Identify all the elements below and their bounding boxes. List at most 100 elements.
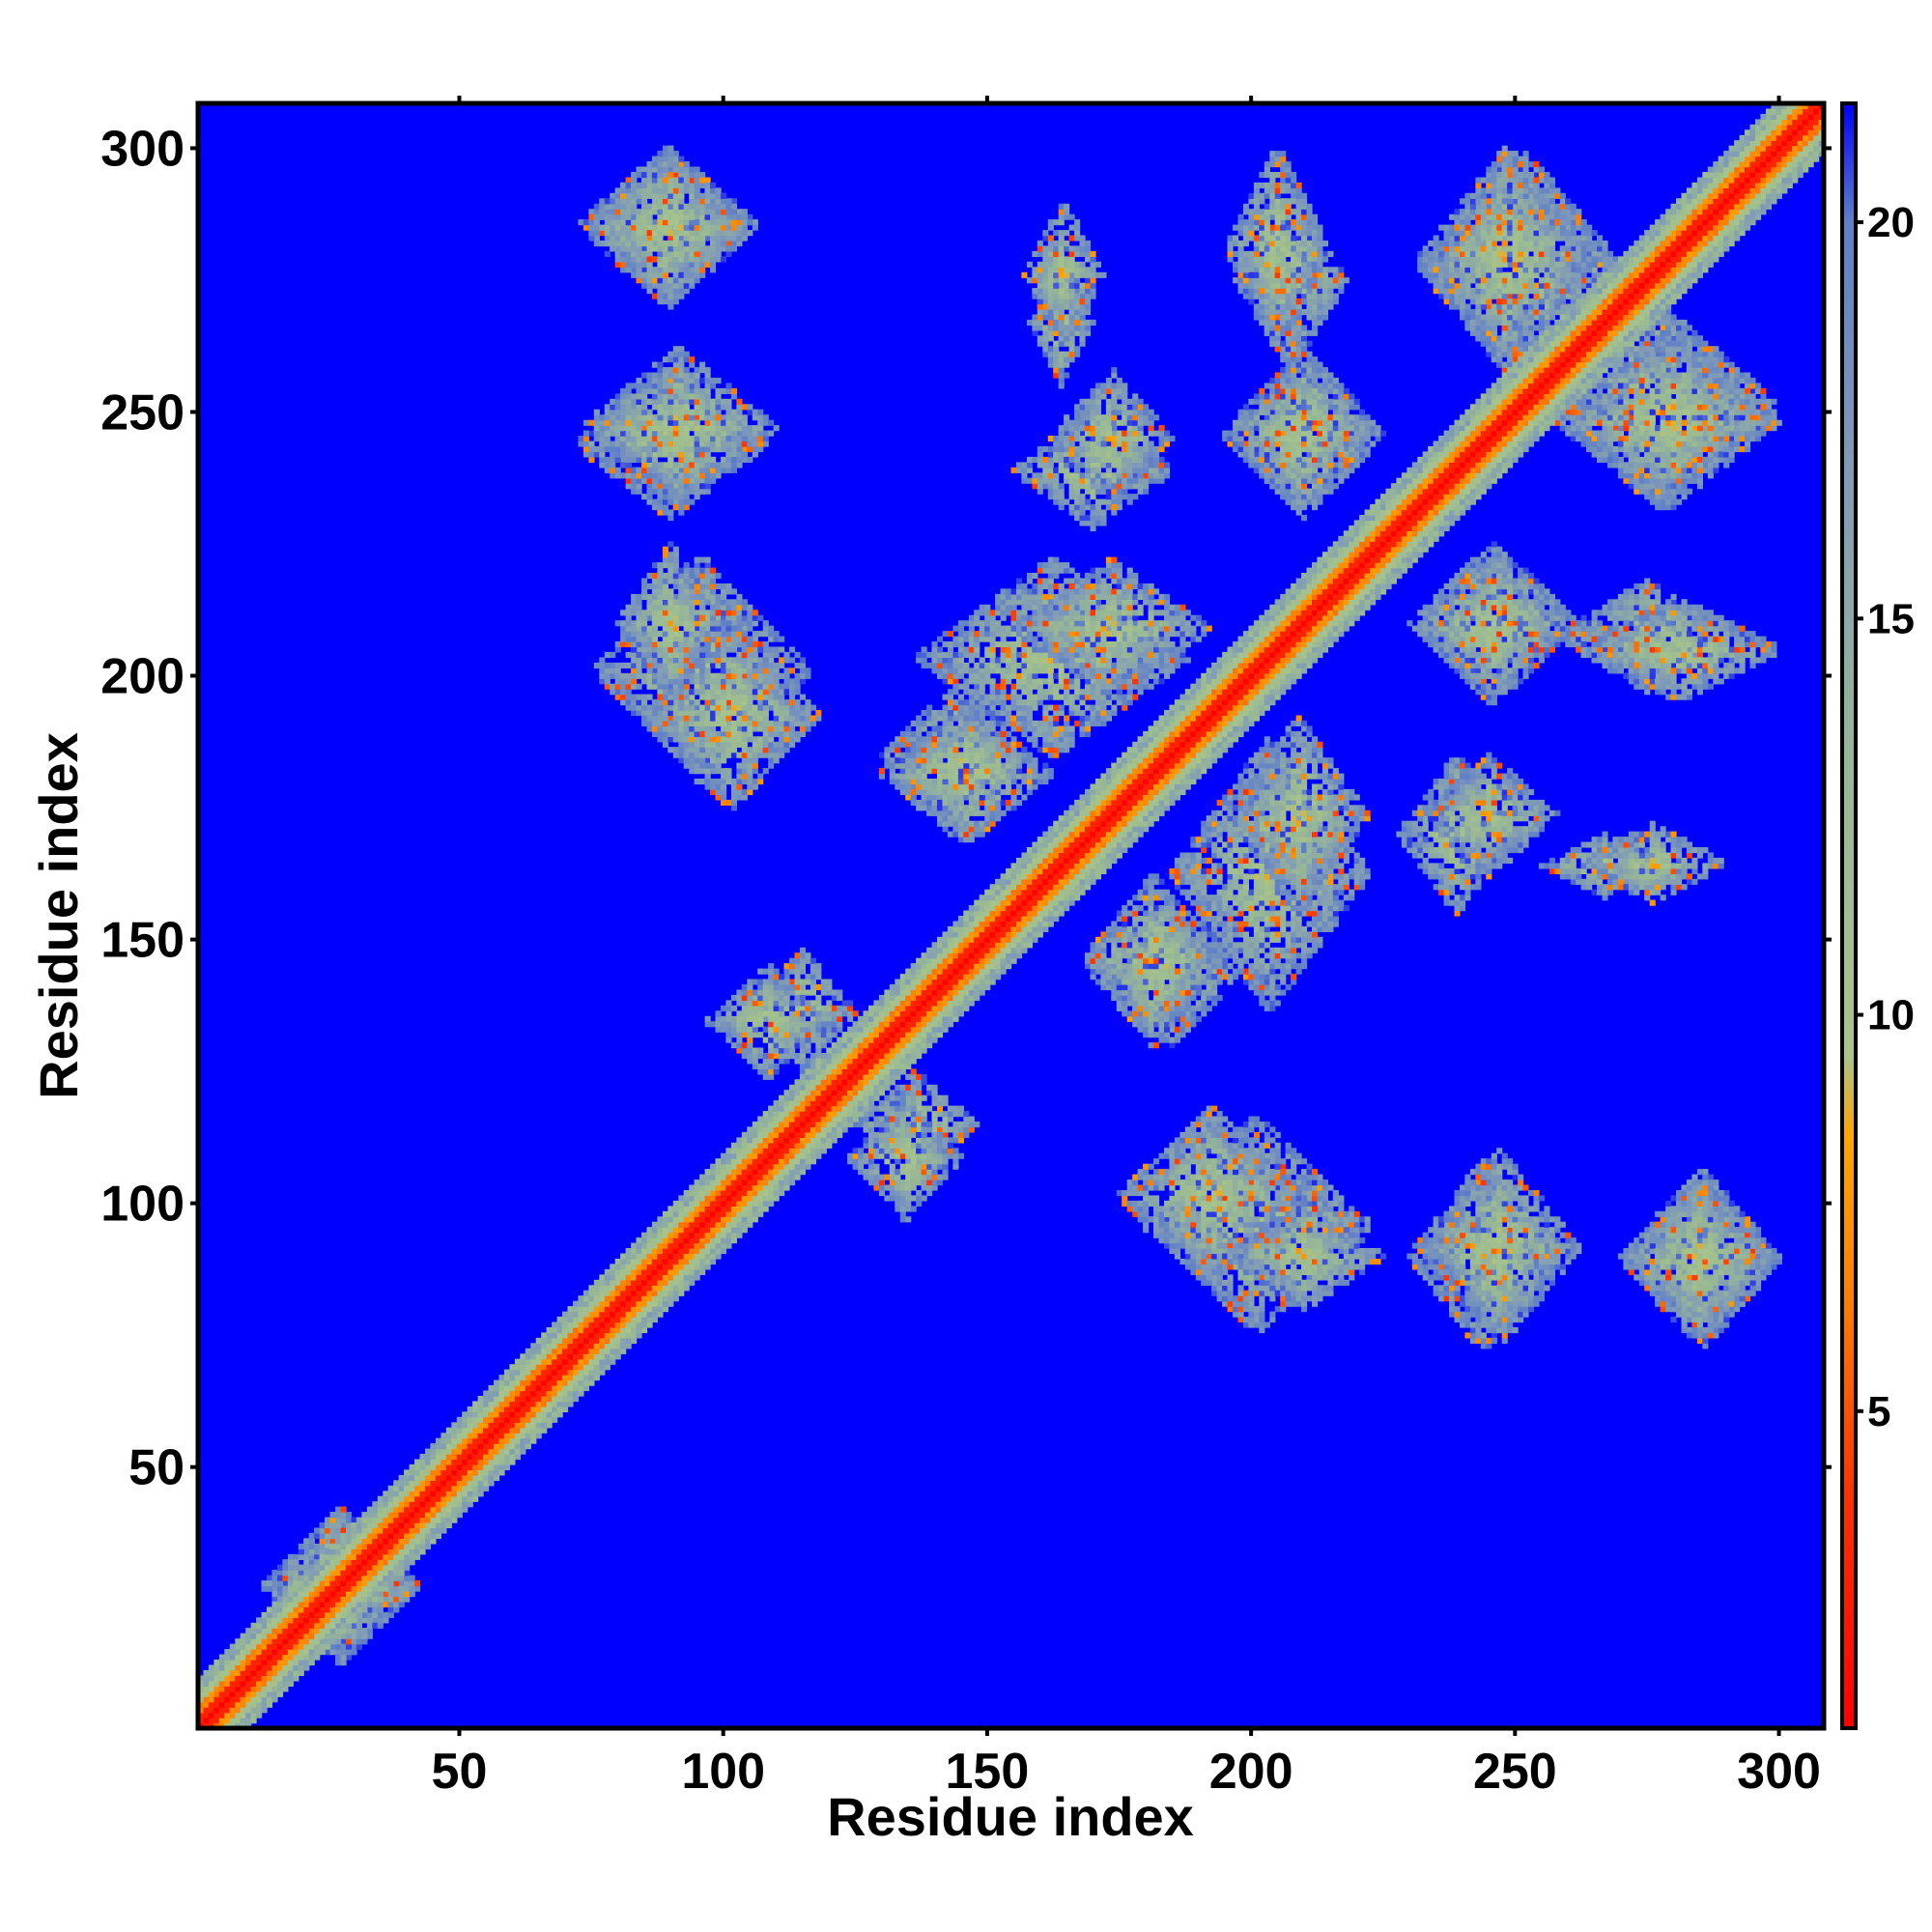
heatmap-cell [1153, 462, 1160, 469]
heatmap-cell [1253, 267, 1260, 273]
heatmap-cell [1174, 1216, 1180, 1223]
heatmap-cell [1122, 472, 1128, 479]
heatmap-cell [1591, 837, 1598, 843]
heatmap-cell [1533, 1232, 1540, 1238]
heatmap-cell [704, 198, 711, 205]
heatmap-cell [1538, 636, 1545, 642]
heatmap-cell [1042, 462, 1049, 469]
heatmap-cell [725, 699, 732, 706]
heatmap-cell [1312, 282, 1319, 289]
heatmap-cell [1317, 309, 1323, 316]
heatmap-cell [1422, 837, 1429, 843]
heatmap-cell [1269, 230, 1276, 237]
heatmap-cell [1248, 1116, 1255, 1122]
heatmap-cell [1053, 340, 1060, 347]
heatmap-cell [657, 710, 664, 717]
heatmap-cell [1190, 1200, 1197, 1207]
heatmap-cell [1718, 1327, 1724, 1334]
heatmap-cell [1586, 620, 1593, 627]
heatmap-cell [699, 203, 706, 210]
heatmap-cell [1607, 889, 1614, 895]
heatmap-cell [1094, 504, 1101, 511]
heatmap-cell [704, 747, 711, 753]
heatmap-cell [741, 614, 748, 621]
heatmap-cell [799, 662, 806, 668]
heatmap-cell [689, 477, 696, 484]
heatmap-cell [1068, 351, 1075, 357]
heatmap-cell [668, 213, 674, 220]
heatmap-cell [1443, 783, 1450, 790]
heatmap-cell [1264, 1131, 1270, 1138]
heatmap-cell [1591, 841, 1598, 848]
heatmap-cell [1745, 1295, 1751, 1302]
heatmap-cell [1111, 430, 1118, 437]
heatmap-cell [1728, 1311, 1735, 1318]
heatmap-cell [1401, 826, 1407, 833]
heatmap-cell [1665, 614, 1672, 621]
heatmap-cell [1295, 1158, 1302, 1165]
heatmap-cell [1406, 837, 1413, 843]
heatmap-cell [631, 172, 638, 179]
heatmap-cell [1469, 1232, 1476, 1238]
heatmap-cell [1053, 351, 1060, 357]
heatmap-cell [1660, 646, 1666, 653]
heatmap-cell [1317, 1200, 1323, 1207]
heatmap-cell [1681, 1268, 1688, 1275]
heatmap-cell [1353, 1227, 1360, 1234]
heatmap-cell [1707, 1206, 1714, 1212]
heatmap-cell [1274, 250, 1281, 257]
heatmap-cell [1301, 325, 1308, 331]
heatmap-cell [1237, 1317, 1244, 1323]
heatmap-cell [721, 467, 727, 473]
heatmap-cell [747, 604, 753, 611]
heatmap-cell [762, 651, 769, 658]
heatmap-cell [741, 610, 748, 616]
heatmap-cell [1042, 477, 1049, 484]
heatmap-cell [789, 668, 796, 674]
heatmap-cell [620, 213, 627, 220]
heatmap-cell [1749, 1259, 1756, 1265]
heatmap-cell [1211, 1237, 1218, 1244]
heatmap-cell [636, 683, 642, 690]
heatmap-cell [1723, 1221, 1730, 1228]
heatmap-cell [683, 762, 690, 769]
heatmap-cell [1053, 483, 1060, 490]
heatmap-cell [678, 267, 685, 273]
heatmap-cell [1469, 1264, 1476, 1270]
heatmap-cell [1291, 340, 1297, 347]
heatmap-cell [1237, 282, 1244, 289]
heatmap-cell [1242, 1317, 1249, 1323]
heatmap-cell [694, 741, 700, 748]
heatmap-cell [1617, 599, 1624, 606]
heatmap-cell [1686, 1253, 1692, 1260]
heatmap-cell [1454, 773, 1461, 780]
heatmap-cell [1612, 599, 1619, 606]
heatmap-cell [1422, 1264, 1429, 1270]
heatmap-cell [1438, 788, 1445, 795]
heatmap-cell [646, 494, 653, 500]
heatmap-cell [1496, 1317, 1503, 1323]
heatmap-cell [1301, 1190, 1308, 1197]
heatmap-cell [1449, 899, 1456, 906]
heatmap-cell [1190, 1268, 1197, 1275]
heatmap-cell [1143, 483, 1150, 490]
heatmap-cell [1216, 1295, 1223, 1302]
heatmap-cell [1222, 1285, 1229, 1292]
heatmap-cell [1460, 757, 1466, 764]
heatmap-cell [1454, 1306, 1461, 1313]
heatmap-cell [646, 683, 653, 690]
heatmap-cell [641, 678, 648, 685]
heatmap-cell [657, 689, 664, 696]
heatmap-cell [1707, 1253, 1714, 1260]
heatmap-cell [1411, 847, 1418, 854]
heatmap-cell [1074, 477, 1081, 484]
heatmap-cell [1047, 351, 1054, 357]
heatmap-cell [1644, 689, 1651, 696]
heatmap-cell [721, 610, 727, 616]
heatmap-cell [1612, 884, 1619, 891]
heatmap-cell [1670, 1221, 1677, 1228]
heatmap-cell [1475, 1190, 1482, 1197]
heatmap-cell [1676, 1279, 1683, 1286]
heatmap-cell [1074, 498, 1081, 505]
heatmap-cell [1058, 451, 1065, 458]
